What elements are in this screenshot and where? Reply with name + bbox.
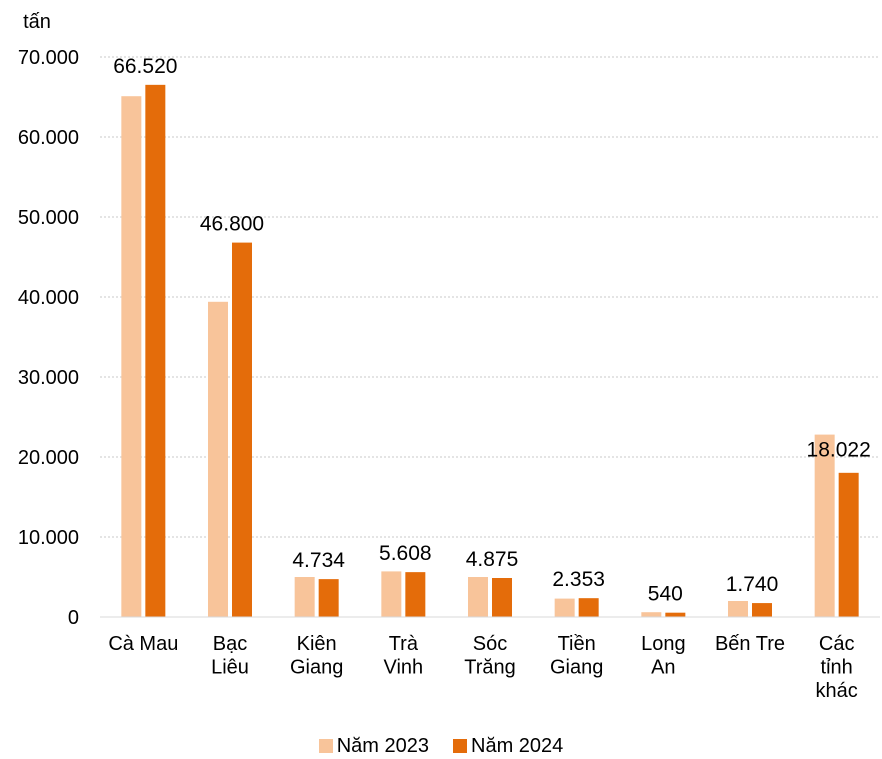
x-category-label: Long An: [641, 633, 686, 679]
x-category-label: Sóc Trăng: [464, 633, 516, 679]
y-tick-label: 30.000: [18, 367, 79, 389]
legend: Năm 2023 Năm 2024: [0, 733, 882, 759]
bar-2024: [145, 84, 166, 618]
legend-label-2023: Năm 2023: [336, 734, 429, 757]
y-tick-label: 0: [68, 607, 79, 629]
data-label: 18.022: [807, 439, 871, 462]
bar-2023: [554, 598, 575, 617]
bar-2024: [665, 612, 686, 617]
x-category-label: Bạc Liêu: [211, 633, 249, 679]
legend-swatch-2024: [453, 739, 467, 753]
x-axis-categories: Cà Mau Bạc Liêu Kiên Giang Trà Vinh Sóc Trăng Tiề…: [108, 633, 857, 702]
y-tick-label: 10.000: [18, 527, 79, 549]
legend-label-2024: Năm 2024: [471, 734, 564, 757]
x-category-label: Bến Tre: [715, 633, 785, 655]
y-axis-ticks: 0 10.000 20.000 30.000 40.000 50.000 60.000 70.…: [18, 47, 79, 629]
data-label: 5.608: [379, 542, 432, 565]
gridlines: [100, 56, 880, 538]
data-label: 4.734: [292, 549, 345, 572]
data-label: 1.740: [726, 573, 779, 596]
legend-swatch-2023: [318, 739, 333, 753]
x-category-label: Tiền Giang: [550, 633, 603, 679]
bar-2023: [641, 612, 662, 617]
bar-2024: [492, 578, 512, 617]
bar-2023: [294, 577, 315, 617]
bar-2024: [405, 572, 426, 617]
x-category-label: Kiên Giang: [290, 633, 343, 679]
bar-2024: [838, 472, 859, 617]
bar-2024: [232, 242, 252, 617]
y-axis-unit-label: tấn: [23, 11, 51, 33]
bar-2023: [814, 434, 835, 617]
bar-2024: [318, 579, 339, 617]
x-category-label: Trà Vinh: [383, 633, 423, 679]
bar-2023: [468, 577, 488, 617]
bar-chart: tấn 0 10.000 20.000 30.000 40.000 50.000 60.00…: [18, 11, 880, 702]
y-tick-label: 20.000: [18, 447, 79, 469]
legend-item-2023: Năm 2023: [318, 734, 429, 758]
x-category-label: Cà Mau: [108, 633, 178, 655]
bar-2023: [381, 571, 402, 617]
bar-2023: [121, 96, 142, 617]
bar-2024: [578, 598, 599, 617]
bar-2023: [208, 301, 228, 617]
bars: [121, 84, 859, 618]
data-labels: 66.520 46.800 4.734 5.608 4.875 2.353 540 1.740…: [113, 55, 871, 606]
bar-2023: [728, 601, 748, 617]
legend-item-2024: Năm 2024: [453, 735, 563, 758]
y-tick-label: 60.000: [18, 127, 79, 149]
data-label: 4.875: [466, 548, 519, 571]
bar-2024: [752, 603, 772, 617]
y-tick-label: 50.000: [18, 207, 79, 229]
data-label: 66.520: [113, 55, 177, 78]
y-tick-label: 70.000: [18, 47, 79, 69]
data-label: 2.353: [552, 568, 605, 591]
y-tick-label: 40.000: [18, 287, 79, 309]
x-category-label: Các tỉnh khác: [816, 633, 858, 702]
data-label: 46.800: [200, 213, 264, 236]
data-label: 540: [648, 583, 683, 606]
